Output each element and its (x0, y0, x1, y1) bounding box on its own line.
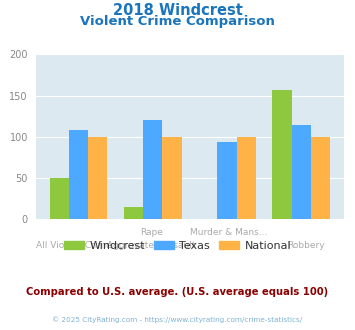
Text: © 2025 CityRating.com - https://www.cityrating.com/crime-statistics/: © 2025 CityRating.com - https://www.city… (53, 317, 302, 323)
Bar (124, 207, 143, 219)
Text: All Violent Crime: All Violent Crime (36, 241, 112, 250)
Text: Violent Crime Comparison: Violent Crime Comparison (80, 15, 275, 28)
Bar (143, 120, 163, 219)
Bar (50, 178, 69, 219)
Text: 2018 Windcrest: 2018 Windcrest (113, 3, 242, 18)
Text: Rape: Rape (140, 228, 163, 237)
Text: Compared to U.S. average. (U.S. average equals 100): Compared to U.S. average. (U.S. average … (26, 287, 329, 297)
Bar (237, 137, 256, 219)
Legend: Windcrest, Texas, National: Windcrest, Texas, National (59, 236, 296, 255)
Bar (88, 137, 108, 219)
Bar (69, 130, 88, 219)
Text: Aggravated Assault: Aggravated Assault (107, 241, 196, 250)
Bar (311, 137, 330, 219)
Bar (272, 90, 292, 219)
Bar (217, 142, 237, 219)
Bar (292, 125, 311, 219)
Bar (163, 137, 182, 219)
Text: Robbery: Robbery (287, 241, 324, 250)
Text: Murder & Mans...: Murder & Mans... (190, 228, 267, 237)
